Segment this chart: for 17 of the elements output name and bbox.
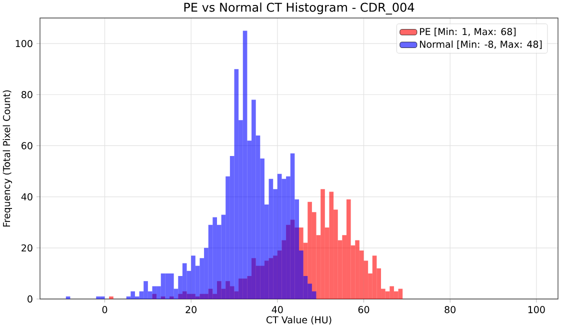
- y-tick-label: 0: [28, 295, 32, 303]
- x-tick-label: 40: [272, 306, 283, 314]
- chart-title: PE vs Normal CT Histogram - CDR_004: [184, 2, 414, 14]
- x-tick-label: 20: [186, 306, 196, 314]
- x-tick-label: 100: [528, 306, 545, 314]
- x-tick-label: 80: [444, 306, 456, 314]
- y-axis-title: Frequency (Total Pixel Count): [2, 90, 12, 227]
- y-tick-label: 60: [22, 142, 32, 150]
- legend-label: PE [Min: 1, Max: 68]: [420, 28, 516, 36]
- x-axis-title: CT Value (HU): [266, 316, 332, 325]
- legend-label: Normal [Min: -8, Max: 48]: [420, 40, 542, 49]
- x-tick-label: 0: [102, 306, 108, 314]
- y-tick-label: 80: [22, 91, 32, 98]
- y-tick-label: 40: [21, 193, 32, 200]
- y-tick-label: 20: [22, 244, 32, 252]
- x-tick-label: 60: [358, 306, 370, 314]
- y-tick-label: 100: [16, 40, 32, 48]
